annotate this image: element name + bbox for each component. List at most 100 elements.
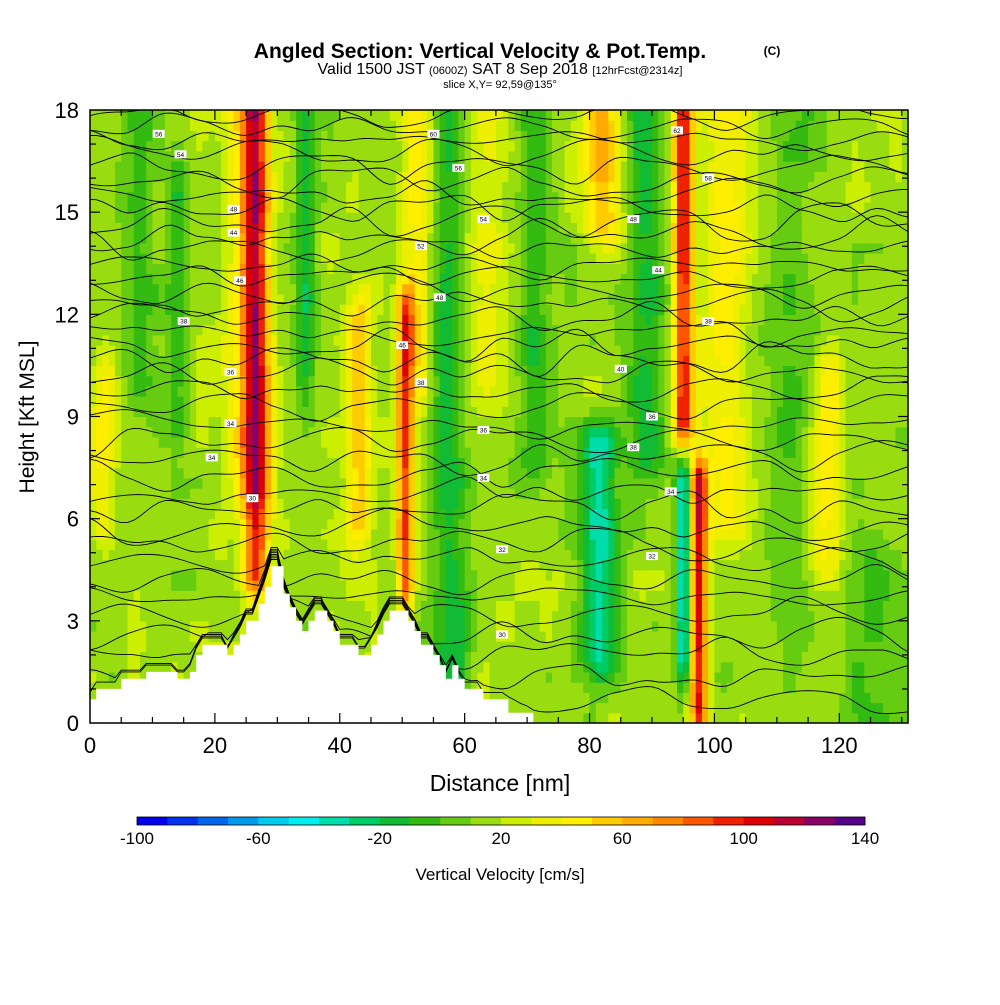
heatmap-cell — [389, 488, 397, 499]
heatmap-cell — [90, 365, 97, 377]
heatmap-cell — [901, 508, 909, 520]
heatmap-cell — [658, 631, 666, 642]
heatmap-cell — [820, 344, 828, 356]
heatmap-cell — [470, 590, 478, 601]
heatmap-cell — [564, 620, 572, 632]
heatmap-cell — [870, 396, 878, 407]
heatmap-cell — [608, 467, 616, 479]
heatmap-cell — [121, 620, 129, 632]
heatmap-cell — [577, 447, 584, 458]
heatmap-cell — [589, 682, 597, 693]
heatmap-cell — [558, 539, 566, 550]
heatmap-cell — [614, 488, 622, 499]
heatmap-cell — [552, 498, 559, 510]
heatmap-cell — [670, 447, 678, 458]
heatmap-cell — [789, 590, 797, 601]
heatmap-cell — [427, 569, 435, 581]
heatmap-cell — [577, 641, 584, 653]
heatmap-cell — [196, 447, 203, 458]
heatmap-cell — [577, 477, 584, 489]
heatmap-cell — [477, 539, 484, 550]
heatmap-cell — [102, 416, 110, 428]
heatmap-cell — [483, 344, 491, 356]
heatmap-cell — [358, 426, 366, 438]
heatmap-cell — [758, 682, 765, 693]
heatmap-cell — [364, 355, 372, 367]
heatmap-cell — [539, 671, 547, 683]
heatmap-cell — [346, 375, 353, 387]
heatmap-cell — [445, 528, 453, 540]
heatmap-cell — [801, 610, 809, 622]
heatmap-cell — [470, 620, 478, 632]
heatmap-cell — [177, 559, 185, 571]
heatmap-cell — [633, 498, 641, 510]
heatmap-cell — [377, 488, 385, 499]
heatmap-cell — [339, 610, 347, 622]
heatmap-cell — [227, 641, 235, 653]
heatmap-cell — [608, 682, 616, 693]
heatmap-cell — [801, 416, 809, 428]
heatmap-cell — [708, 661, 716, 673]
heatmap-cell — [901, 549, 909, 561]
heatmap-cell — [758, 620, 765, 632]
heatmap-cell — [639, 334, 647, 346]
heatmap-cell — [477, 559, 484, 571]
heatmap-cell — [627, 457, 634, 469]
heatmap-cell — [502, 539, 509, 550]
heatmap-cell — [121, 661, 129, 673]
heatmap-cell — [520, 518, 528, 530]
heatmap-cell — [645, 579, 653, 591]
heatmap-cell — [751, 375, 759, 387]
heatmap-cell — [639, 712, 647, 724]
heatmap-cell — [689, 631, 697, 642]
heatmap-cell — [826, 539, 834, 550]
heatmap-cell — [158, 539, 166, 550]
heatmap-cell — [883, 528, 890, 540]
heatmap-cell — [645, 406, 653, 418]
heatmap-cell — [470, 631, 478, 642]
heatmap-cell — [895, 396, 903, 407]
heatmap-cell — [214, 447, 222, 458]
heatmap-cell — [739, 549, 747, 561]
heatmap-cell — [776, 712, 784, 724]
heatmap-cell — [583, 334, 591, 346]
heatmap-cell — [464, 682, 472, 693]
heatmap-cell — [183, 334, 191, 346]
heatmap-cell — [114, 426, 122, 438]
heatmap-cell — [527, 406, 534, 418]
heatmap-cell — [776, 396, 784, 407]
heatmap-cell — [570, 488, 578, 499]
heatmap-cell — [183, 671, 191, 683]
heatmap-cell — [808, 620, 815, 632]
heatmap-cell — [539, 355, 547, 367]
heatmap-cell — [214, 528, 222, 540]
heatmap-cell — [670, 426, 678, 438]
heatmap-cell — [602, 579, 609, 591]
heatmap-cell — [502, 467, 509, 479]
heatmap-cell — [783, 344, 790, 356]
heatmap-cell — [583, 712, 591, 724]
heatmap-cell — [221, 436, 228, 448]
heatmap-cell — [627, 355, 634, 367]
heatmap-cell — [589, 559, 597, 571]
heatmap-cell — [745, 712, 753, 724]
heatmap-cell — [502, 426, 509, 438]
heatmap-cell — [539, 416, 547, 428]
heatmap-cell — [352, 549, 360, 561]
heatmap-cell — [489, 579, 497, 591]
heatmap-cell — [346, 518, 353, 530]
heatmap-cell — [358, 365, 366, 377]
heatmap-cell — [864, 344, 872, 356]
heatmap-cell — [670, 508, 678, 520]
heatmap-cell — [883, 508, 890, 520]
heatmap-cell — [845, 712, 853, 724]
heatmap-cell — [221, 600, 228, 612]
heatmap-cell — [533, 355, 541, 367]
heatmap-cell — [739, 518, 747, 530]
heatmap-cell — [239, 406, 247, 418]
heatmap-cell — [627, 467, 634, 479]
heatmap-cell — [533, 344, 541, 356]
heatmap-cell — [583, 528, 591, 540]
heatmap-cell — [364, 416, 372, 428]
heatmap-cell — [883, 385, 890, 397]
